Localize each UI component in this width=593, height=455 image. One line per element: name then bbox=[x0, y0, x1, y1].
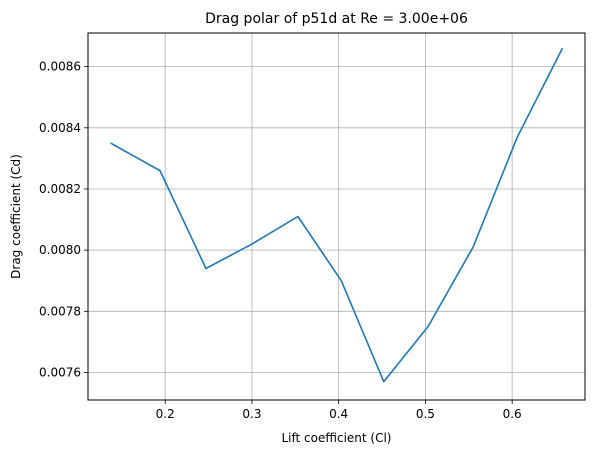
plot-frame bbox=[87, 32, 586, 401]
y-tick-label: 0.0084 bbox=[39, 121, 81, 135]
series-line bbox=[110, 47, 564, 383]
x-axis-label: Lift coefficient (Cl) bbox=[282, 431, 392, 445]
grid-lines bbox=[88, 33, 585, 400]
y-axis-label: Drag coefficient (Cd) bbox=[9, 154, 23, 279]
y-tick-label: 0.0082 bbox=[39, 182, 81, 196]
y-tick-label: 0.0080 bbox=[39, 243, 81, 257]
x-tick-label: 0.6 bbox=[503, 407, 522, 421]
x-tick-label: 0.2 bbox=[156, 407, 175, 421]
chart-title: Drag polar of p51d at Re = 3.00e+06 bbox=[205, 11, 468, 27]
x-tick-label: 0.4 bbox=[329, 407, 348, 421]
y-tick-label: 0.0078 bbox=[39, 304, 81, 318]
y-tick-label: 0.0076 bbox=[39, 365, 81, 379]
series-layer bbox=[110, 47, 564, 383]
x-tick-label: 0.3 bbox=[242, 407, 261, 421]
x-axis-ticks: 0.2 0.3 0.4 0.5 0.6 bbox=[156, 400, 522, 421]
y-tick-label: 0.0086 bbox=[39, 60, 81, 74]
x-tick-label: 0.5 bbox=[416, 407, 435, 421]
y-axis-ticks: 0.0076 0.0078 0.0080 0.0082 0.0084 0.0086 bbox=[39, 60, 88, 379]
